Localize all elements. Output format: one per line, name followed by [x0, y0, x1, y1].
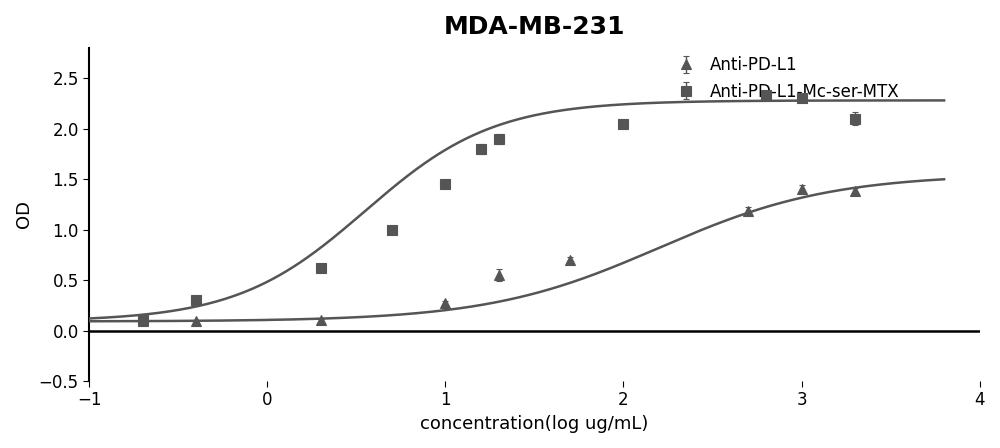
Legend: Anti-PD-L1, Anti-PD-L1-Mc-ser-MTX: Anti-PD-L1, Anti-PD-L1-Mc-ser-MTX	[676, 56, 899, 100]
Title: MDA-MB-231: MDA-MB-231	[444, 15, 625, 39]
Y-axis label: OD: OD	[15, 200, 33, 228]
X-axis label: concentration(log ug/mL): concentration(log ug/mL)	[420, 415, 649, 433]
